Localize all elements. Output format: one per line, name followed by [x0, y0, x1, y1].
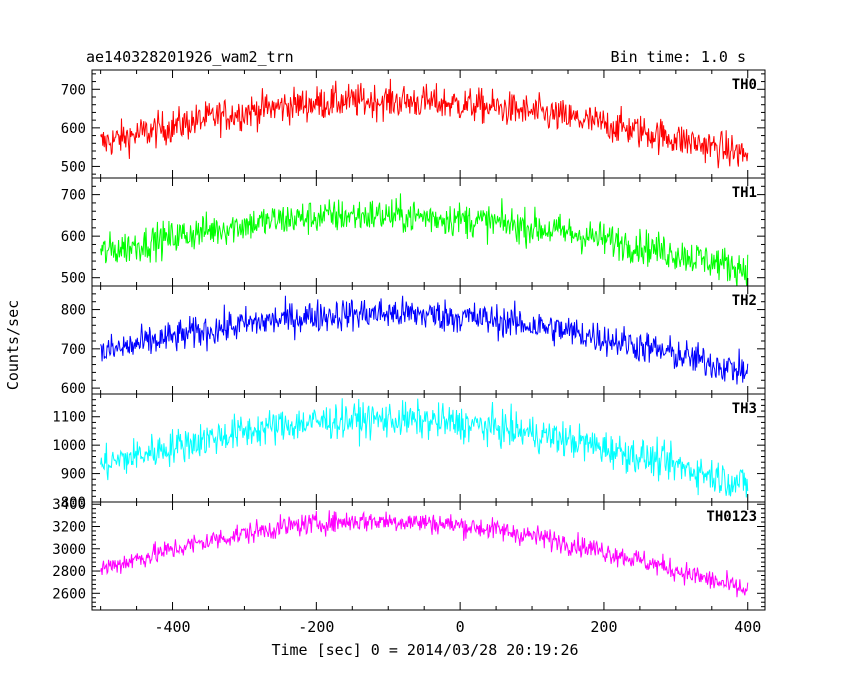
panels-group: 500 600 700 TH0 500 600 700 TH1 600 700 800 TH2 800 9… — [52, 69, 766, 611]
x-axis-label: Time [sec] 0 = 2014/03/28 20:19:26 — [271, 641, 578, 659]
panel-label: TH2 — [732, 293, 757, 309]
x-tick-label: -400 — [154, 618, 190, 636]
y-tick-label: 900 — [61, 467, 86, 483]
y-tick-label: 700 — [61, 342, 86, 358]
y-tick-label: 800 — [61, 303, 86, 319]
panel-th3: 800 900 1000 1100 TH3 — [52, 393, 766, 511]
panel-label: TH1 — [732, 185, 757, 201]
y-tick-label: 3400 — [52, 497, 86, 513]
series-line-th0 — [100, 78, 749, 169]
series-line-th3 — [100, 398, 749, 498]
y-tick-label: 600 — [61, 381, 86, 397]
y-tick-label: 700 — [61, 188, 86, 204]
y-tick-label: 800 — [61, 495, 86, 511]
y-tick-label: 700 — [61, 82, 86, 98]
y-tick-label: 500 — [61, 159, 86, 175]
panel-frame — [91, 501, 766, 611]
panel-th2: 600 700 800 TH2 — [61, 285, 766, 397]
series-line-th2 — [100, 295, 749, 385]
x-tick-label: 0 — [456, 618, 465, 636]
y-tick-label: 600 — [61, 121, 86, 137]
x-tick-label: 200 — [590, 618, 617, 636]
y-tick-label: 1000 — [52, 438, 86, 454]
y-axis-label: Counts/sec — [4, 300, 22, 390]
panel-label: TH0123 — [706, 509, 757, 525]
x-axis: -400 -200 0 200 400 — [154, 618, 761, 636]
x-tick-label: -200 — [298, 618, 334, 636]
y-tick-label: 1100 — [52, 410, 86, 426]
y-tick-label: 600 — [61, 229, 86, 245]
series-line-th0123 — [100, 510, 749, 598]
panel-th0123: 2600 2800 3000 3200 3400 TH0123 — [52, 497, 766, 611]
chart-title: ae140328201926_wam2_trn — [86, 48, 294, 66]
panel-th0: 500 600 700 TH0 — [61, 69, 766, 179]
y-tick-label: 3000 — [52, 542, 86, 558]
panel-label: TH3 — [732, 401, 757, 417]
x-tick-label: 400 — [734, 618, 761, 636]
series-line-th1 — [100, 193, 749, 286]
panel-label: TH0 — [732, 77, 757, 93]
bin-time-label: Bin time: 1.0 s — [611, 48, 746, 66]
y-tick-label: 500 — [61, 271, 86, 287]
y-tick-label: 2800 — [52, 564, 86, 580]
panel-frame — [91, 285, 766, 395]
y-tick-label: 2600 — [52, 586, 86, 602]
panel-th1: 500 600 700 TH1 — [61, 177, 766, 287]
y-tick-label: 3200 — [52, 519, 86, 535]
